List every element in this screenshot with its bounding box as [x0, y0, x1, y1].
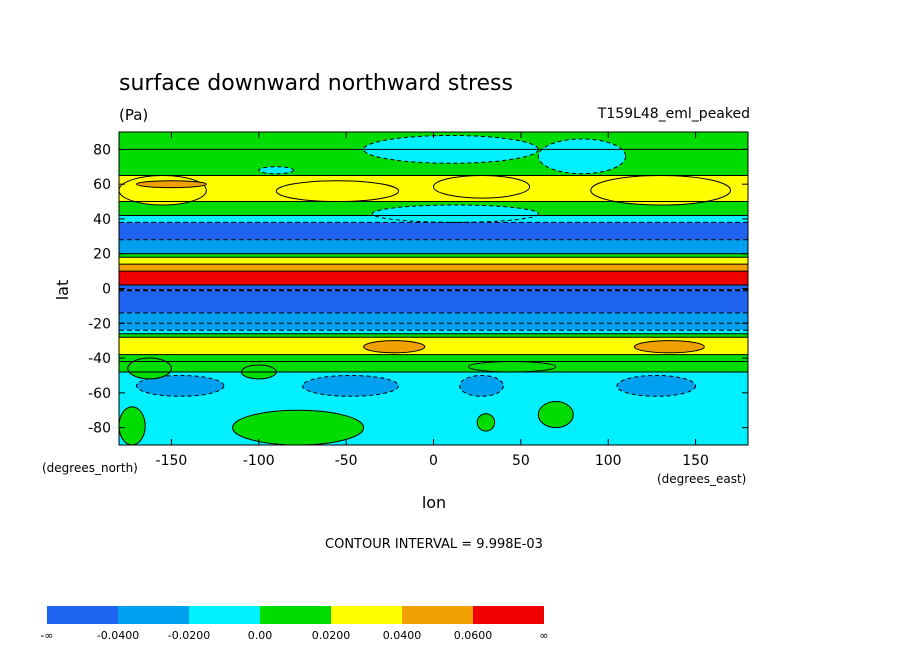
colorbar-label: -0.0400 [97, 629, 139, 642]
contour-region [537, 138, 627, 175]
x-tick-label: -150 [156, 453, 188, 469]
y-tick-label: 20 [93, 247, 111, 263]
axes: -150 -100 -50 0 50 100 150 80 60 40 20 0 -20 -40 -60 -8… [88, 132, 748, 469]
y-axis-units: (degrees_north) [42, 461, 138, 475]
y-tick-label: -20 [88, 316, 111, 332]
contour-region [590, 174, 732, 206]
contour-region [371, 204, 539, 223]
zonal-band [119, 285, 748, 291]
y-tick-label: 60 [93, 177, 111, 193]
y-tick-label: -80 [88, 421, 111, 437]
y-tick-label: 40 [93, 212, 111, 228]
x-axis-units: (degrees_east) [657, 472, 746, 486]
contour-region [301, 374, 400, 397]
units-label: (Pa) [119, 106, 148, 124]
contour-region [127, 357, 172, 380]
x-tick-label: 0 [429, 453, 438, 469]
contour-region [135, 180, 207, 189]
colorbar-label: -∞ [40, 629, 53, 642]
zonal-band [119, 264, 748, 272]
contour-region [363, 340, 426, 354]
zonal-band [119, 253, 748, 258]
colorbar-swatch [189, 606, 260, 624]
colorbar-label: ∞ [539, 629, 548, 642]
x-tick-label: 150 [682, 453, 709, 469]
x-tick-label: 100 [595, 453, 622, 469]
zonal-band [119, 271, 748, 286]
run-label: T159L48_eml_peaked [597, 106, 750, 122]
colorbar-label: 0.00 [248, 629, 273, 642]
x-axis-label: lon [422, 493, 446, 512]
contour-region [232, 409, 365, 445]
colorbar-label: 0.0600 [454, 629, 493, 642]
zonal-band [119, 354, 748, 362]
zonal-band [119, 323, 748, 331]
zonal-band [119, 337, 748, 355]
colorbar-label: -0.0200 [168, 629, 210, 642]
plot-area [119, 132, 748, 445]
colorbar-label: 0.0400 [383, 629, 422, 642]
contour-region [633, 340, 705, 354]
colorbar-swatch [473, 606, 544, 624]
contour-region [476, 413, 496, 432]
contour-region [459, 374, 504, 397]
zonal-band [119, 257, 748, 265]
zonal-band [119, 312, 748, 324]
contour-region [258, 166, 295, 175]
contour-region [467, 361, 557, 373]
colorbar-swatch [260, 606, 331, 624]
contour-region [433, 174, 531, 199]
contour-region [275, 180, 400, 203]
x-tick-label: -100 [243, 453, 275, 469]
zonal-band [119, 290, 748, 313]
zonal-band [119, 333, 748, 338]
colorbar-label: 0.0200 [312, 629, 351, 642]
x-tick-label: 50 [512, 453, 530, 469]
zonal-band [119, 361, 748, 372]
contour-region [135, 374, 225, 397]
x-tick-label: -50 [335, 453, 358, 469]
zonal-band [119, 222, 748, 240]
y-tick-label: 0 [102, 282, 111, 298]
colorbar-swatch [331, 606, 402, 624]
colorbar-swatch [402, 606, 473, 624]
contour-region [537, 401, 574, 429]
chart-title: surface downward northward stress [119, 71, 513, 96]
contour-region [119, 174, 207, 206]
y-tick-label: 80 [93, 142, 111, 158]
contour-region [616, 374, 697, 397]
colorbar: -∞ -0.0400 -0.0200 0.00 0.0200 0.0400 0.0600 ∞ [40, 606, 549, 642]
zonal-band [119, 239, 748, 254]
y-tick-label: -40 [88, 351, 111, 367]
contour-interval-note: CONTOUR INTERVAL = 9.998E-03 [325, 537, 543, 552]
y-axis-label: lat [53, 280, 72, 301]
contour-region [119, 406, 146, 445]
y-tick-label: -60 [88, 386, 111, 402]
colorbar-swatch [47, 606, 118, 624]
zonal-band [119, 330, 748, 334]
colorbar-swatch [118, 606, 189, 624]
